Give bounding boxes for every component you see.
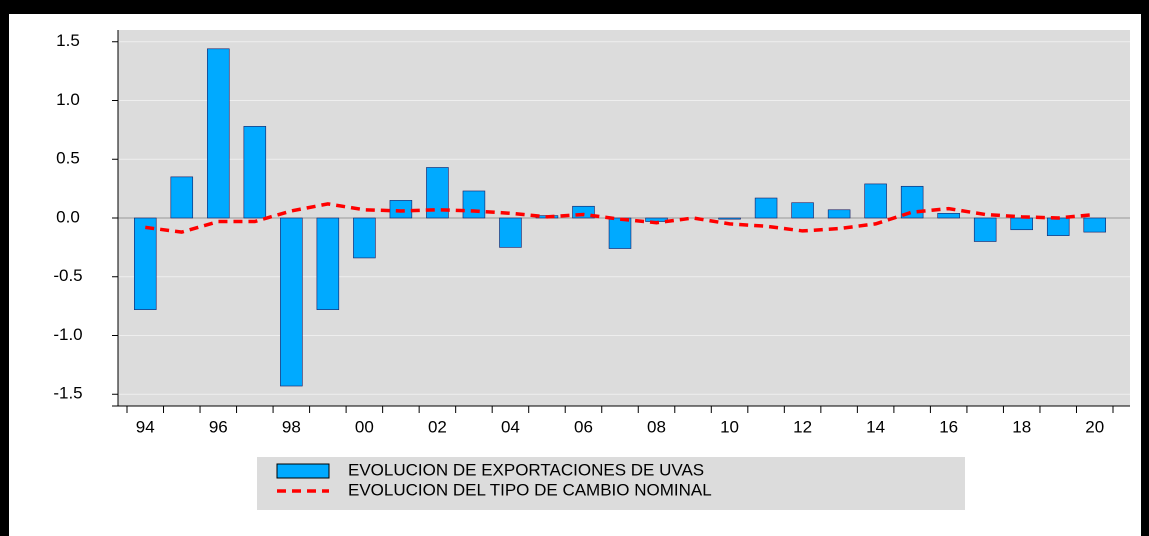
legend-swatch bbox=[276, 463, 330, 479]
bar bbox=[316, 217, 340, 310]
bar bbox=[207, 48, 230, 219]
legend-label: EVOLUCION DE EXPORTACIONES DE UVAS bbox=[348, 460, 704, 479]
y-tick-label: 1.5 bbox=[56, 31, 80, 50]
x-tick-label: 06 bbox=[574, 417, 593, 436]
x-tick-label: 98 bbox=[282, 417, 301, 436]
bar bbox=[754, 197, 778, 219]
y-tick-label: 1.0 bbox=[56, 90, 80, 109]
bar bbox=[353, 217, 376, 259]
bar bbox=[827, 209, 851, 219]
x-tick-label: 16 bbox=[939, 417, 958, 436]
x-tick-label: 18 bbox=[1012, 417, 1031, 436]
x-tick-label: 08 bbox=[647, 417, 666, 436]
x-tick-label: 96 bbox=[209, 417, 228, 436]
bar bbox=[1083, 217, 1106, 233]
y-tick-label: -1.5 bbox=[53, 384, 82, 403]
bar bbox=[973, 217, 997, 242]
bar bbox=[608, 217, 632, 249]
bar bbox=[1010, 217, 1033, 231]
bar bbox=[134, 217, 157, 310]
y-tick-label: -0.5 bbox=[53, 266, 82, 285]
x-tick-label: 04 bbox=[501, 417, 520, 436]
frame-top bbox=[0, 0, 1149, 14]
x-tick-label: 14 bbox=[866, 417, 885, 436]
x-tick-label: 10 bbox=[720, 417, 739, 436]
bar bbox=[389, 200, 413, 219]
line bbox=[145, 202, 1095, 234]
frame-right bbox=[1141, 0, 1149, 536]
bar bbox=[937, 213, 960, 219]
x-tick-label: 00 bbox=[355, 417, 374, 436]
legend bbox=[257, 457, 965, 510]
bar bbox=[499, 217, 522, 248]
y-tick-label: 0.5 bbox=[56, 149, 80, 168]
bar bbox=[572, 205, 595, 219]
x-tick-label: 20 bbox=[1085, 417, 1104, 436]
bar bbox=[718, 217, 741, 220]
x-tick-label: 12 bbox=[793, 417, 812, 436]
bar bbox=[280, 217, 303, 387]
bar bbox=[170, 176, 194, 219]
bar bbox=[864, 183, 887, 219]
bar bbox=[1046, 217, 1070, 236]
bar bbox=[426, 167, 449, 219]
bar bbox=[462, 190, 486, 219]
x-tick-label: 94 bbox=[136, 417, 155, 436]
x-tick-label: 02 bbox=[428, 417, 447, 436]
bar bbox=[243, 126, 267, 219]
y-tick-label: -1.0 bbox=[53, 325, 82, 344]
legend-label: EVOLUCION DEL TIPO DE CAMBIO NOMINAL bbox=[348, 480, 712, 499]
frame-left bbox=[0, 0, 9, 536]
y-tick-label: 0.0 bbox=[56, 207, 80, 226]
bar bbox=[791, 202, 814, 219]
